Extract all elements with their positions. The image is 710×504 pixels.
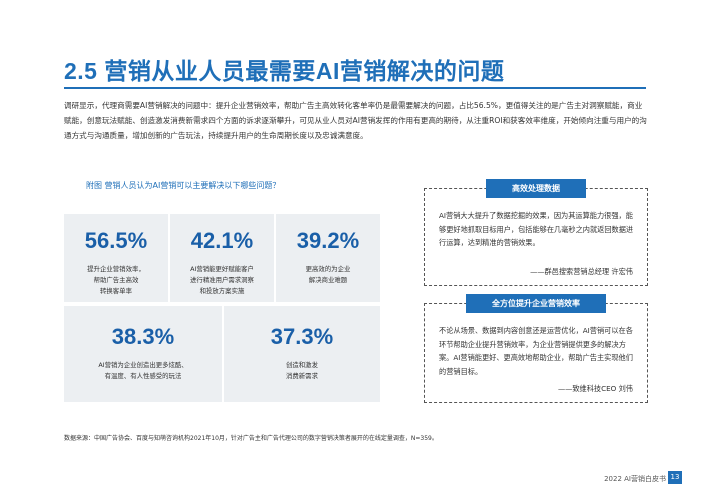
footer-doc-title: 2022 AI营销白皮书 [604, 475, 666, 483]
stat-description: AI营销为企业创造出更多炫酷、 有温度、有人性感受的玩法 [98, 361, 188, 380]
card-quote-text: AI营销大大提升了数据挖掘的效果，因为其运算能力很强，能够更好地抓取目标用户，包… [439, 211, 634, 247]
stat-description: AI营销能更好赋能客户 进行精准用户需求洞察 和投放方案实施 [190, 265, 254, 295]
stat-value: 56.5% [84, 228, 148, 253]
stat-description: 创造和激发 消费新需求 [286, 361, 318, 380]
stat-card-3: 39.2% 更高效的为企业 解决商业难题 [276, 214, 380, 302]
stat-value: 38.3% [111, 324, 175, 349]
quote-card-efficiency: 全方位提升企业营销效率 不论从场景、数据到内容创意还是运营优化，AI营销可以在各… [424, 294, 648, 403]
stat-card-1: 56.5% 提升企业营销效率， 帮助广告主高效 转换客单率 [64, 214, 168, 302]
card-quote-text: 不论从场景、数据到内容创意还是运营优化，AI营销可以在各环节帮助企业提升营销效率… [439, 326, 633, 376]
stat-value: 37.3% [270, 324, 334, 349]
stat-card-5: 37.3% 创造和激发 消费新需求 [224, 306, 380, 402]
stat-description: 更高效的为企业 解决商业难题 [305, 265, 351, 284]
stat-value: 42.1% [190, 228, 254, 253]
stat-description: 提升企业营销效率， 帮助广告主高效 转换客单率 [87, 265, 145, 295]
card-tab-label: 高效处理数据 [486, 179, 586, 198]
stat-value: 39.2% [296, 228, 360, 253]
page-title: 2.5 营销从业人员最需要AI营销解决的问题 [64, 58, 505, 84]
stat-card-4: 38.3% AI营销为企业创造出更多炫酷、 有温度、有人性感受的玩法 [64, 306, 222, 402]
quote-card-data-processing: 高效处理数据 AI营销大大提升了数据挖掘的效果，因为其运算能力很强，能够更好地抓… [424, 179, 648, 286]
page-number: 13 [668, 471, 682, 484]
title-divider [64, 87, 646, 89]
card-tab-label: 全方位提升企业营销效率 [466, 294, 606, 313]
data-source-note: 数据来源：中国广告协会、百度与知萌咨询机构2021年10月，针对广告主和广告代理… [64, 435, 438, 442]
stat-card-2: 42.1% AI营销能更好赋能客户 进行精准用户需求洞察 和投放方案实施 [170, 214, 274, 302]
card-signature: ——群邑搜索营销总经理 许宏伟 [530, 267, 633, 276]
figure-title: 附图 营销人员认为AI营销可以主要解决以下哪些问题？ [86, 181, 281, 190]
intro-paragraph: 调研显示，代理商需要AI营销解决的问题中：提升企业营销效率，帮助广告主高效转化客… [64, 101, 647, 140]
card-signature: ——致维科技CEO 刘伟 [557, 384, 633, 393]
